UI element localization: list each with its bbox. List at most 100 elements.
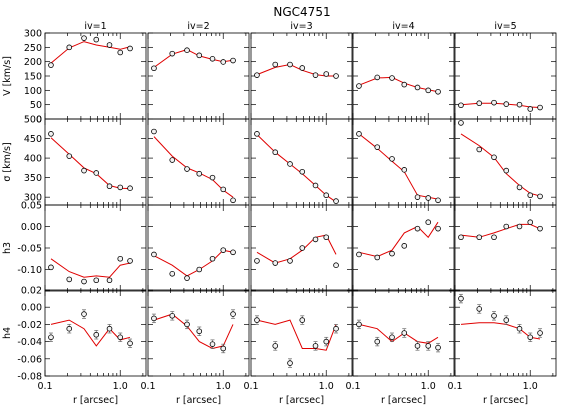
y-tick-label: 450	[24, 134, 42, 145]
data-point	[491, 99, 497, 106]
column-title: iv=2	[187, 21, 209, 32]
data-point	[299, 168, 306, 175]
x-tick-label: 0.1	[447, 381, 462, 392]
panel	[454, 204, 557, 292]
data-point	[151, 65, 157, 72]
data-point	[356, 321, 362, 328]
panel	[147, 289, 250, 377]
data-point	[93, 277, 100, 284]
data-point	[93, 331, 100, 338]
data-point	[435, 344, 441, 351]
data-point	[230, 249, 236, 256]
data-point	[196, 170, 203, 177]
data-point	[117, 255, 124, 262]
data-point	[287, 61, 293, 68]
data-point	[356, 251, 362, 258]
data-point	[48, 334, 54, 341]
data-point	[127, 185, 133, 191]
y-axis-label: V [km/s]	[2, 56, 13, 96]
data-point	[220, 186, 227, 193]
data-point	[333, 198, 339, 204]
model-line	[256, 134, 337, 203]
data-point	[93, 170, 100, 176]
data-point	[169, 50, 176, 57]
x-axis-label: r [arcsec]	[73, 395, 118, 405]
data-point	[503, 101, 510, 107]
data-point	[93, 36, 100, 43]
x-tick-label: 1.0	[523, 381, 538, 392]
data-point	[491, 154, 497, 161]
y-tick-label: -0.06	[17, 354, 42, 365]
data-point	[537, 193, 543, 200]
data-point	[435, 197, 441, 204]
model-line	[256, 234, 337, 264]
x-tick-label: 0.1	[243, 381, 258, 392]
y-tick-label: 400	[24, 154, 42, 165]
panel	[250, 118, 353, 206]
x-axis-label: r [arcsec]	[381, 395, 426, 405]
data-point	[48, 62, 54, 68]
data-point	[425, 87, 432, 94]
data-point	[117, 334, 124, 341]
panel	[147, 118, 250, 206]
data-point	[333, 73, 339, 79]
data-point	[184, 166, 190, 172]
y-tick-label: 0	[36, 115, 42, 126]
data-point	[458, 120, 464, 126]
data-point	[220, 345, 227, 352]
model-line	[460, 133, 541, 197]
data-point	[312, 343, 319, 349]
data-point	[254, 72, 260, 78]
data-point	[117, 184, 124, 191]
data-point	[151, 128, 157, 135]
data-point	[527, 219, 534, 226]
y-axis-label: h3	[2, 242, 13, 254]
panel	[352, 204, 455, 292]
panel	[250, 289, 353, 377]
panel-frame	[352, 289, 455, 377]
y-tick-label: 500	[24, 115, 42, 126]
y-tick-label: -0.02	[17, 320, 42, 331]
data-point	[527, 192, 534, 199]
panel-frame	[250, 289, 353, 377]
data-point	[356, 83, 362, 89]
data-point	[425, 219, 432, 226]
data-point	[209, 341, 216, 347]
data-point	[516, 184, 523, 191]
data-point	[169, 312, 176, 319]
data-point	[106, 42, 113, 48]
data-point	[491, 234, 497, 241]
data-point	[272, 343, 279, 349]
data-point	[184, 321, 190, 328]
model-line	[256, 319, 337, 351]
y-tick-label: 0.05	[21, 201, 42, 212]
data-point	[220, 247, 227, 253]
model-line	[358, 133, 439, 200]
data-point	[254, 317, 260, 323]
data-point	[299, 245, 306, 251]
model-line	[358, 323, 439, 344]
y-tick-label: 0.00	[21, 222, 42, 233]
data-point	[151, 251, 157, 258]
data-point	[476, 100, 483, 107]
model-line	[50, 319, 131, 347]
panel: -0.10 -0.05 0.00 0.05	[17, 201, 147, 292]
data-point	[323, 192, 330, 199]
x-tick-label: 1.0	[319, 381, 334, 392]
data-point	[230, 197, 236, 204]
data-point	[184, 275, 190, 281]
model-line	[50, 137, 131, 190]
data-point	[374, 254, 381, 261]
data-point	[312, 182, 319, 189]
x-axis-label: r [arcsec]	[279, 395, 324, 405]
data-point	[287, 360, 293, 366]
data-point	[425, 343, 432, 349]
data-point	[435, 225, 441, 232]
data-point	[374, 144, 381, 150]
data-point	[81, 311, 87, 317]
y-tick-label: 350	[24, 173, 42, 184]
column-title: iv=5	[494, 21, 516, 32]
data-point	[48, 264, 54, 271]
data-point	[230, 311, 236, 317]
